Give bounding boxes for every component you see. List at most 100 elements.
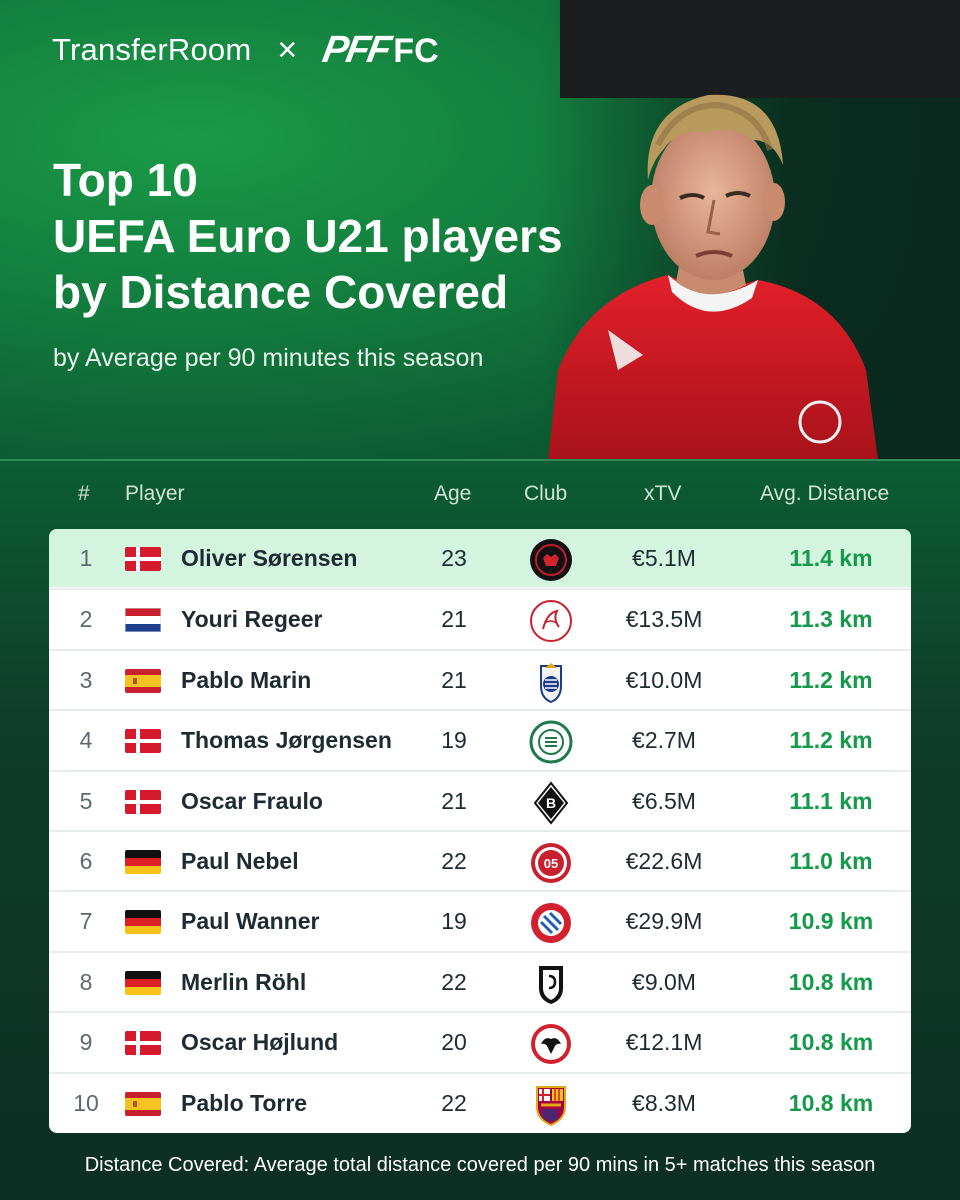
rank-cell: 4 <box>79 727 93 753</box>
xtv-cell: €2.7M <box>632 727 696 753</box>
age-cell: 22 <box>441 969 467 995</box>
age-cell: 19 <box>441 908 467 934</box>
table-row: 8 Merlin Röhl 22 €9.0M 10.8 km <box>49 953 911 1011</box>
rank-cell: 1 <box>79 545 93 571</box>
player-name: Youri Regeer <box>181 606 323 632</box>
xtv-cell: €13.5M <box>625 606 703 632</box>
brand-separator: × <box>277 30 298 69</box>
age-cell: 21 <box>441 606 467 632</box>
age-cell: 20 <box>441 1029 467 1055</box>
row-separator <box>49 1072 911 1074</box>
header-xtv: xTV <box>644 482 682 505</box>
xtv-cell: €29.9M <box>625 908 703 934</box>
rank-cell: 9 <box>79 1029 93 1055</box>
player-name: Paul Wanner <box>181 908 320 934</box>
age-cell: 22 <box>441 848 467 874</box>
distance-cell: 11.4 km <box>789 545 873 571</box>
row-separator <box>49 770 911 772</box>
germany-flag-icon <box>125 971 161 995</box>
player-name: Merlin Röhl <box>181 969 307 995</box>
row-separator <box>49 890 911 892</box>
barcelona-icon <box>529 1083 573 1127</box>
row-separator <box>49 588 911 590</box>
age-cell: 23 <box>441 545 467 571</box>
distance-cell: 11.2 km <box>789 727 873 753</box>
age-cell: 21 <box>441 788 467 814</box>
denmark-flag-icon <box>125 1031 161 1055</box>
player-name: Oscar Højlund <box>181 1029 339 1055</box>
header-rank: # <box>78 482 90 505</box>
denmark-flag-icon <box>125 790 161 814</box>
germany-flag-icon <box>125 910 161 934</box>
row-separator <box>49 709 911 711</box>
freiburg-icon <box>529 962 573 1006</box>
header-distance: Avg. Distance <box>760 482 890 505</box>
title-line: by Distance Covered <box>53 266 509 318</box>
xtv-cell: €9.0M <box>632 969 696 995</box>
table-row: 9 Oscar Højlund 20 €12.1M 10.8 km <box>49 1013 911 1071</box>
player-name: Pablo Torre <box>181 1090 308 1116</box>
top-bar <box>560 0 960 98</box>
distance-cell: 10.8 km <box>788 969 874 995</box>
germany-flag-icon <box>125 850 161 874</box>
rank-cell: 8 <box>79 969 93 995</box>
netherlands-flag-icon <box>125 608 161 632</box>
header-age: Age <box>434 482 472 505</box>
frankfurt-icon <box>529 1022 573 1066</box>
denmark-flag-icon <box>125 547 161 571</box>
title-line: UEFA Euro U21 players <box>53 210 563 262</box>
player-photo <box>548 94 878 460</box>
row-separator <box>49 1011 911 1013</box>
xtv-cell: €8.3M <box>632 1090 696 1116</box>
pff-fc-logo: PFFFC <box>319 28 439 71</box>
table-row: 6 Paul Nebel 22 05 €22.6M 11.0 km <box>49 832 911 890</box>
table-header: # Player Age Club xTV Avg. Distance <box>48 476 912 516</box>
svg-text:05: 05 <box>544 856 558 871</box>
viborg-icon <box>529 720 573 764</box>
section-divider <box>0 459 960 461</box>
gladbach-icon: B <box>529 781 573 825</box>
page-title: Top 10 UEFA Euro U21 players by Distance… <box>53 152 563 320</box>
table-row: 10 Pablo Torre 22 €8.3M 10.8 km <box>49 1074 911 1132</box>
distance-cell: 11.0 km <box>789 848 873 874</box>
row-separator <box>49 649 911 651</box>
player-name: Oscar Fraulo <box>181 788 323 814</box>
players-table: 1 Oliver Sørensen 23 €5.1M 11.4 km 2 Youri Reg… <box>49 529 911 1133</box>
xtv-cell: €5.1M <box>632 545 696 571</box>
xtv-cell: €10.0M <box>625 667 703 693</box>
table-row: 2 Youri Regeer 21 €13.5M 11.3 km <box>49 590 911 648</box>
table-row: 5 Oscar Fraulo 21 B €6.5M 11.1 km <box>49 772 911 830</box>
ajax-icon <box>529 599 573 643</box>
age-cell: 21 <box>441 667 467 693</box>
player-name: Oliver Sørensen <box>181 545 358 571</box>
player-name: Pablo Marin <box>181 667 312 693</box>
spain-flag-icon <box>125 669 161 693</box>
rank-cell: 2 <box>79 606 93 632</box>
distance-cell: 10.8 km <box>788 1090 874 1116</box>
title-line: Top 10 <box>53 154 198 206</box>
brand-row: TransferRoom × PFFFC <box>52 28 439 72</box>
rank-cell: 7 <box>79 908 93 934</box>
rank-cell: 3 <box>79 667 93 693</box>
distance-cell: 11.1 km <box>789 788 873 814</box>
page-subtitle: by Average per 90 minutes this season <box>53 344 484 372</box>
spain-flag-icon <box>125 1092 161 1116</box>
svg-text:B: B <box>546 795 556 811</box>
footnote: Distance Covered: Average total distance… <box>84 1154 876 1176</box>
age-cell: 19 <box>441 727 467 753</box>
distance-cell: 11.2 km <box>789 667 873 693</box>
transferroom-logo: TransferRoom <box>52 32 252 67</box>
table-row: 7 Paul Wanner 19 €29.9M 10.9 km <box>49 892 911 950</box>
rank-cell: 5 <box>79 788 93 814</box>
row-separator <box>49 830 911 832</box>
header-club: Club <box>524 482 568 505</box>
table-row: 1 Oliver Sørensen 23 €5.1M 11.4 km <box>49 529 911 587</box>
xtv-cell: €22.6M <box>625 848 703 874</box>
hero-banner: TransferRoom × PFFFC <box>0 0 960 460</box>
real-sociedad-icon <box>529 660 573 704</box>
row-separator <box>49 951 911 953</box>
distance-cell: 10.8 km <box>788 1029 874 1055</box>
xtv-cell: €12.1M <box>625 1029 703 1055</box>
rank-cell: 6 <box>79 848 93 874</box>
distance-cell: 10.9 km <box>788 908 874 934</box>
